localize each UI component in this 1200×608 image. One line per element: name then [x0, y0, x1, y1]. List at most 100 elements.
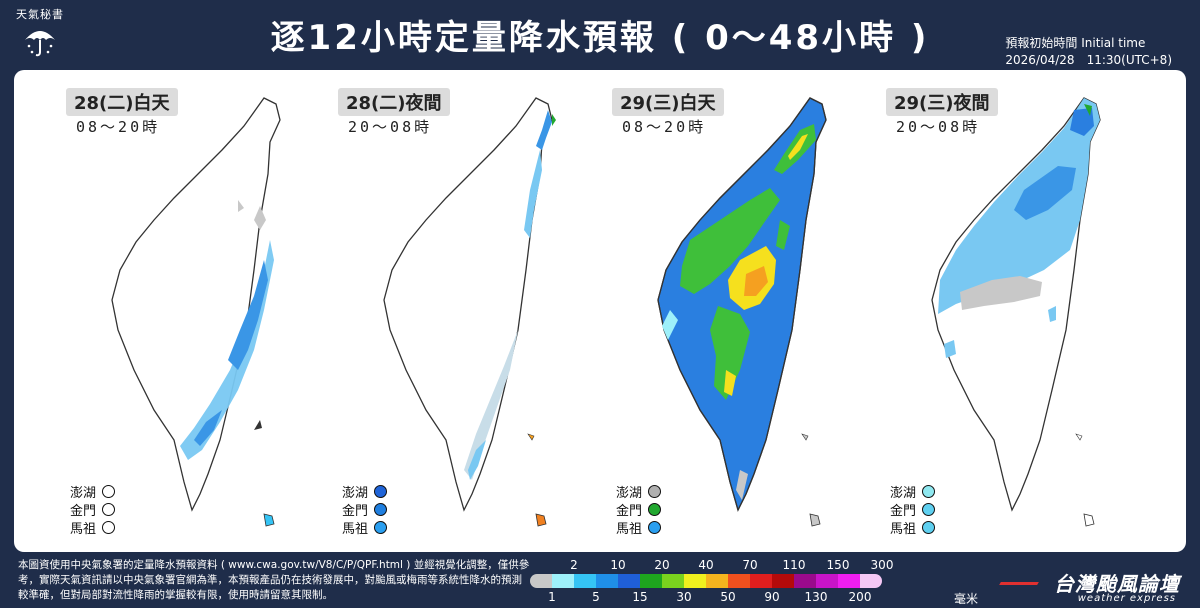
island-name: 金門	[616, 503, 643, 519]
brand-name: 台灣颱風論壇	[1054, 572, 1180, 596]
island-name: 馬祖	[616, 521, 643, 537]
day-label: 28(二)夜間	[338, 88, 450, 116]
island-list: 澎湖 金門 馬祖	[890, 482, 936, 537]
island-dot	[374, 484, 388, 498]
brand-accent-line	[999, 582, 1039, 585]
island-kinmen: 金門	[616, 500, 662, 519]
legend-swatch	[728, 574, 750, 588]
island-dot	[648, 520, 662, 534]
header: 天氣秘書 逐12小時定量降水預報 ( 0～48小時 ) 預報初始時間 Initi…	[0, 0, 1200, 70]
legend-swatch	[772, 574, 794, 588]
legend-label: 110	[782, 558, 806, 572]
island-dot	[374, 520, 388, 534]
legend-label: 30	[676, 590, 692, 604]
island-name: 澎湖	[342, 485, 369, 501]
island-dot	[102, 484, 116, 498]
island-kinmen: 金門	[342, 500, 388, 519]
legend-label: 300	[870, 558, 894, 572]
island-penghu: 澎湖	[616, 482, 662, 501]
island-name: 金門	[890, 503, 917, 519]
legend-label: 90	[764, 590, 780, 604]
day-label: 29(三)夜間	[886, 88, 998, 116]
legend-swatch	[838, 574, 860, 588]
time-range: 08～20時	[622, 118, 707, 136]
island-matsu: 馬祖	[70, 518, 116, 537]
island-list: 澎湖 金門 馬祖	[616, 482, 662, 537]
map-panel-3: 29(三)白天 08～20時 澎湖 金門 馬祖	[570, 70, 860, 552]
island-dot	[374, 502, 388, 516]
legend-label: 50	[720, 590, 736, 604]
island-dot	[648, 484, 662, 498]
map-panel-1: 28(二)白天 08～20時 澎湖 金門 馬祖	[24, 70, 314, 552]
island-penghu: 澎湖	[890, 482, 936, 501]
island-name: 馬祖	[890, 521, 917, 537]
legend-label: 15	[632, 590, 648, 604]
legend-swatch	[816, 574, 838, 588]
day-label: 28(二)白天	[66, 88, 178, 116]
rainfall-map-3	[657, 97, 827, 527]
island-name: 馬祖	[70, 521, 97, 537]
island-dot	[102, 520, 116, 534]
legend-label: 5	[592, 590, 600, 604]
legend-label: 40	[698, 558, 714, 572]
initial-time-box: 預報初始時間 Initial time 2026/04/28 11:30(UTC…	[1005, 34, 1172, 68]
legend-label: 1	[548, 590, 556, 604]
legend-bottom-labels: 1 5 15 30 50 90 130 200	[530, 590, 980, 604]
island-dot	[922, 484, 936, 498]
island-list: 澎湖 金門 馬祖	[342, 482, 388, 537]
island-name: 澎湖	[616, 485, 643, 501]
day-label: 29(三)白天	[612, 88, 724, 116]
logo: 天氣秘書	[14, 6, 66, 62]
legend-unit: 毫米	[954, 592, 979, 606]
island-list: 澎湖 金門 馬祖	[70, 482, 116, 537]
page-title: 逐12小時定量降水預報 ( 0～48小時 )	[270, 18, 930, 58]
time-range: 20～08時	[896, 118, 981, 136]
footer: 本圖資使用中央氣象署的定量降水預報資料 ( www.cwa.gov.tw/V8/…	[0, 552, 1200, 608]
umbrella-icon	[25, 31, 55, 57]
legend-label: 2	[570, 558, 578, 572]
legend-label: 130	[804, 590, 828, 604]
island-name: 馬祖	[342, 521, 369, 537]
legend-swatch	[574, 574, 596, 588]
legend-swatch	[860, 574, 882, 588]
logo-text: 天氣秘書	[16, 8, 64, 21]
map-panel-2: 28(二)夜間 20～08時 澎湖 金門 馬祖	[296, 70, 586, 552]
island-dot	[102, 502, 116, 516]
legend-swatch	[706, 574, 728, 588]
legend-swatch	[640, 574, 662, 588]
legend-swatch	[530, 574, 552, 588]
island-name: 金門	[70, 503, 97, 519]
initial-time-label: 預報初始時間 Initial time	[1005, 36, 1146, 50]
map-panels: 28(二)白天 08～20時 澎湖 金門 馬祖 28(二)夜間 20～08時 澎…	[14, 70, 1186, 552]
disclaimer: 本圖資使用中央氣象署的定量降水預報資料 ( www.cwa.gov.tw/V8/…	[18, 559, 530, 601]
island-matsu: 馬祖	[616, 518, 662, 537]
legend-label: 200	[848, 590, 872, 604]
legend-swatch	[750, 574, 772, 588]
initial-time-value: 2026/04/28 11:30(UTC+8)	[1005, 53, 1172, 67]
legend-label: 150	[826, 558, 850, 572]
legend-color-bar	[530, 574, 882, 588]
legend-swatch	[596, 574, 618, 588]
island-dot	[922, 520, 936, 534]
rainfall-map-2	[383, 97, 556, 527]
rainfall-map-4	[931, 97, 1101, 527]
legend-swatch	[794, 574, 816, 588]
island-penghu: 澎湖	[70, 482, 116, 501]
island-kinmen: 金門	[890, 500, 936, 519]
rainfall-legend: 2 10 20 40 70 110 150 300	[530, 558, 980, 606]
brand-logo: 台灣颱風論壇 weather express	[999, 562, 1180, 604]
legend-top-labels: 2 10 20 40 70 110 150 300	[530, 558, 980, 572]
time-range: 20～08時	[348, 118, 433, 136]
island-name: 澎湖	[70, 485, 97, 501]
legend-label: 10	[610, 558, 626, 572]
island-matsu: 馬祖	[342, 518, 388, 537]
brand-subtitle: weather express	[1077, 593, 1176, 604]
island-dot	[922, 502, 936, 516]
island-matsu: 馬祖	[890, 518, 936, 537]
island-dot	[648, 502, 662, 516]
legend-swatch	[662, 574, 684, 588]
island-kinmen: 金門	[70, 500, 116, 519]
legend-swatch	[684, 574, 706, 588]
legend-swatch	[618, 574, 640, 588]
rainfall-map-1	[111, 97, 281, 527]
